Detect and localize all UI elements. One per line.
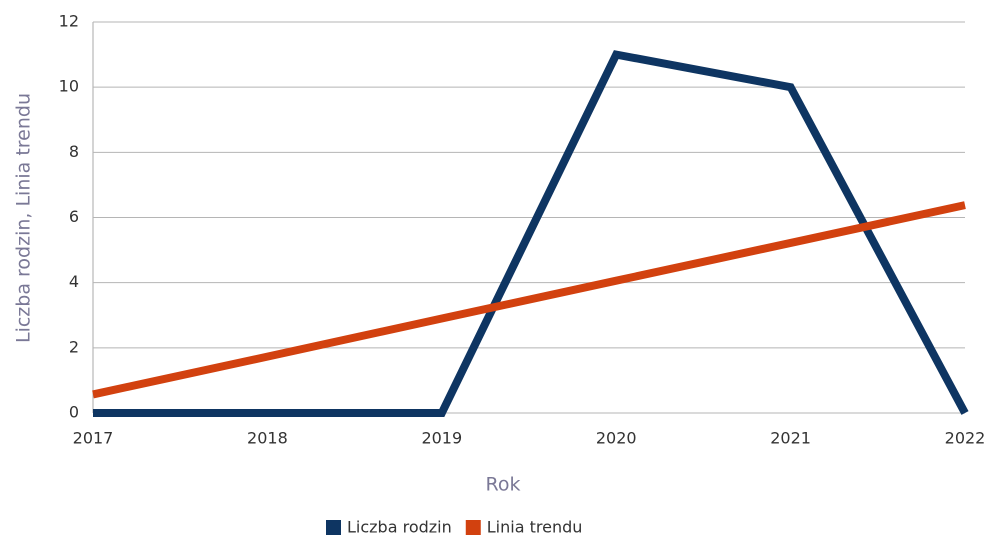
y-axis-title: Liczba rodzin, Linia trendu [13, 93, 35, 343]
y-tick-label: 10 [59, 77, 79, 96]
legend-label: Liczba rodzin [347, 518, 452, 537]
legend-swatch [326, 520, 341, 535]
series-line [93, 50, 969, 417]
y-tick-label: 0 [69, 403, 79, 422]
y-tick-label: 4 [69, 272, 79, 291]
series-line [92, 201, 966, 399]
x-tick-label: 2017 [73, 429, 114, 448]
x-tick-label: 2019 [421, 429, 462, 448]
legend-label: Linia trendu [487, 518, 583, 537]
x-tick-label: 2021 [770, 429, 811, 448]
legend-swatch [465, 520, 481, 535]
y-tick-label: 8 [69, 142, 79, 161]
x-axis-title: Rok [486, 474, 521, 496]
y-tick-label: 2 [69, 337, 79, 356]
y-tick-label: 12 [59, 12, 79, 31]
x-tick-label: 2022 [945, 429, 986, 448]
y-tick-label: 6 [69, 207, 79, 226]
x-tick-label: 2018 [247, 429, 288, 448]
x-tick-label: 2020 [596, 429, 637, 448]
